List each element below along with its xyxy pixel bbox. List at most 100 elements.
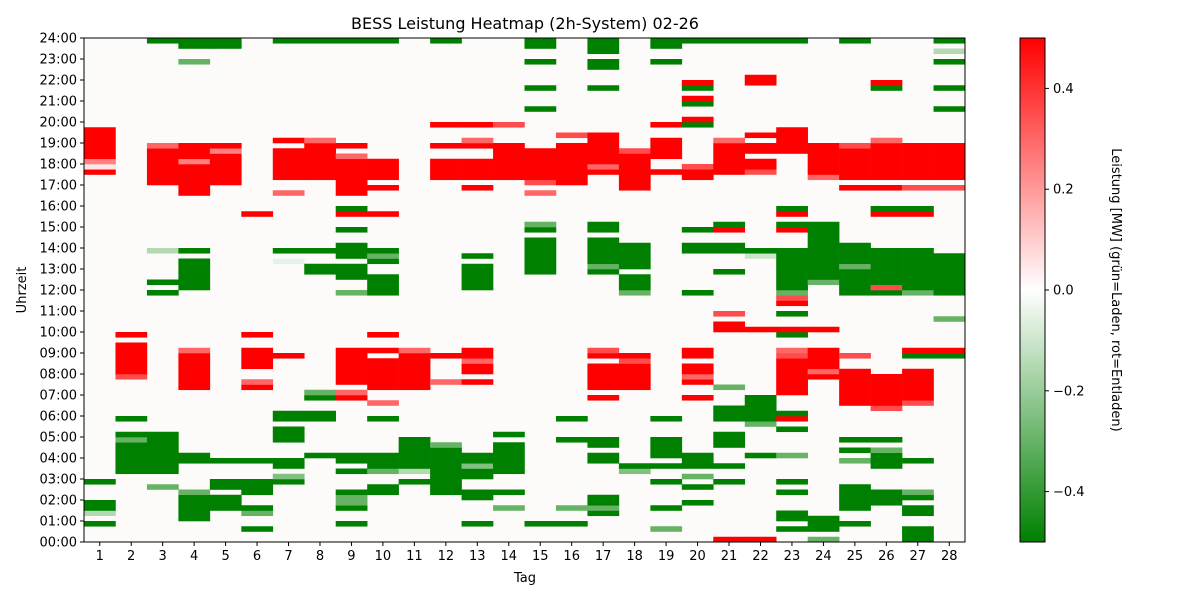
heatmap-cell xyxy=(430,158,462,181)
heatmap-cell xyxy=(367,358,399,391)
heatmap-cell xyxy=(839,437,871,443)
x-tick-label: 23 xyxy=(784,549,801,564)
heatmap-cell xyxy=(902,368,934,401)
heatmap-cell xyxy=(335,153,368,160)
x-tick-label: 14 xyxy=(500,549,517,564)
y-tick-label: 08:00 xyxy=(40,368,77,383)
heatmap-cell xyxy=(870,452,903,469)
x-tick-label: 27 xyxy=(910,549,927,564)
heatmap-cell xyxy=(555,505,588,511)
heatmap-cell xyxy=(367,38,399,44)
heatmap-cell xyxy=(681,347,714,359)
heatmap-cell xyxy=(776,353,808,359)
heatmap-cells xyxy=(84,38,966,543)
heatmap-cell xyxy=(681,101,714,107)
heatmap-cell xyxy=(587,395,620,401)
heatmap-cell xyxy=(335,143,368,149)
heatmap-cell xyxy=(587,347,620,354)
x-tick-label: 2 xyxy=(127,549,135,564)
heatmap-cell xyxy=(713,479,746,485)
heatmap-cell xyxy=(807,347,840,370)
heatmap-cell xyxy=(146,248,179,254)
heatmap-cell xyxy=(304,410,337,422)
heatmap-cell xyxy=(807,174,840,181)
heatmap-cell xyxy=(272,38,305,44)
heatmap-cell xyxy=(681,38,714,44)
heatmap-cell xyxy=(430,38,462,44)
heatmap-cell xyxy=(839,447,871,454)
heatmap-cell xyxy=(115,332,148,338)
heatmap-cell xyxy=(335,290,368,296)
heatmap-cell xyxy=(461,158,494,181)
y-tick-label: 22:00 xyxy=(40,74,77,89)
y-tick-label: 00:00 xyxy=(40,536,77,551)
heatmap-cell xyxy=(870,290,903,296)
heatmap-cell xyxy=(304,38,337,44)
heatmap-cell xyxy=(587,269,620,275)
heatmap-cell xyxy=(902,505,934,517)
heatmap-cell xyxy=(650,59,683,65)
heatmap-cell xyxy=(618,358,651,364)
heatmap-cell xyxy=(115,442,148,475)
heatmap-cell xyxy=(241,510,274,517)
heatmap-cell xyxy=(713,384,746,391)
heatmap-cell xyxy=(367,484,399,496)
x-tick-label: 9 xyxy=(347,549,355,564)
heatmap-cell xyxy=(209,153,242,186)
heatmap-cell xyxy=(178,248,211,254)
heatmap-cell xyxy=(933,143,966,181)
heatmap-cell xyxy=(650,479,683,485)
heatmap-cell xyxy=(241,526,274,532)
heatmap-cell xyxy=(839,368,871,406)
heatmap-cell xyxy=(493,122,525,128)
heatmap-cell xyxy=(430,122,462,128)
heatmap-cell xyxy=(430,379,462,385)
heatmap-cell xyxy=(555,521,588,527)
heatmap-cell xyxy=(115,437,148,443)
heatmap-cell xyxy=(367,211,399,217)
heatmap-cell xyxy=(335,468,368,475)
y-tick-label: 09:00 xyxy=(40,347,77,362)
heatmap-cell xyxy=(902,494,934,501)
heatmap-cell xyxy=(304,452,337,459)
heatmap-cell xyxy=(776,206,808,212)
heatmap-cell xyxy=(335,263,368,280)
heatmap-cell xyxy=(807,221,840,265)
heatmap-cell xyxy=(681,290,714,296)
y-tick-label: 12:00 xyxy=(40,284,77,299)
heatmap-cell xyxy=(84,500,116,511)
heatmap-cell xyxy=(839,242,871,265)
heatmap-cell xyxy=(587,263,620,270)
heatmap-cell xyxy=(115,374,148,380)
heatmap-cell xyxy=(241,458,274,464)
heatmap-cell xyxy=(587,494,620,506)
heatmap-cell xyxy=(587,510,620,517)
heatmap-cell xyxy=(618,153,651,191)
heatmap-cell xyxy=(84,127,116,160)
heatmap-cell xyxy=(713,269,746,275)
heatmap-cell xyxy=(807,263,840,280)
heatmap-cell xyxy=(681,85,714,91)
heatmap-cell xyxy=(902,206,934,212)
heatmap-cell xyxy=(524,85,557,91)
heatmap-cell xyxy=(933,347,966,354)
heatmap-cell xyxy=(776,227,808,233)
heatmap-cell xyxy=(115,342,148,375)
heatmap-cell xyxy=(744,143,777,154)
heatmap-cell xyxy=(555,148,588,186)
heatmap-cell xyxy=(902,211,934,217)
y-tick-label: 01:00 xyxy=(40,515,77,530)
heatmap-cell xyxy=(461,452,494,464)
heatmap-cell xyxy=(776,426,808,433)
x-tick-label: 22 xyxy=(752,549,769,564)
heatmap-cell xyxy=(807,279,840,286)
heatmap-cell xyxy=(178,158,211,165)
x-tick-label: 17 xyxy=(595,549,612,564)
heatmap-cell xyxy=(713,321,746,333)
heatmap-cell xyxy=(933,185,966,191)
y-tick-label: 11:00 xyxy=(40,305,77,320)
heatmap-cell xyxy=(744,74,777,86)
heatmap-cell xyxy=(744,326,777,333)
heatmap-cell xyxy=(902,143,934,181)
x-tick-label: 20 xyxy=(689,549,706,564)
